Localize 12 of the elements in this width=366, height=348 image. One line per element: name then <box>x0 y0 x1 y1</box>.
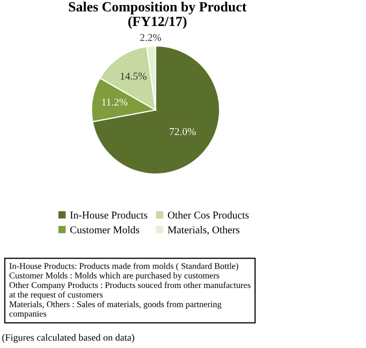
data-label: 11.2% <box>102 98 128 106</box>
pie-slice <box>92 45 220 175</box>
legend-label: Materials, Others <box>168 226 240 235</box>
legend-label: In-House Products <box>70 211 148 219</box>
legend-label: Customer Molds <box>70 226 140 234</box>
data-label: 14.5% <box>120 72 146 80</box>
legend-label: Other Cos Products <box>168 211 249 219</box>
data-label: 2.2% <box>140 34 162 42</box>
text: In-House Products: Products made from molds ( Standard Bottle) Customer Molds : Molds which are purchased by customers Other Company Products : Products souced from other manufactures at the request of customers Materials, Others : Sales of materials, goods from partnering companies <box>9 262 250 318</box>
data-label: 72.0% <box>170 128 196 136</box>
chart-title: Sales Composition by Product (FY12/17) <box>68 2 247 29</box>
text: (Figures calculated based on data) <box>2 334 134 343</box>
